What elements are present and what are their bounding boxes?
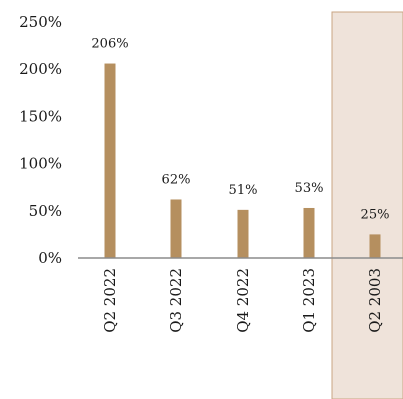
data-label: 25% <box>361 207 390 222</box>
highlight-region <box>331 11 403 399</box>
y-tick-label: 100% <box>19 155 62 173</box>
bars <box>104 63 381 259</box>
category-labels: Q2 2022 Q3 2022 Q4 2022 Q1 2023 Q2 2003 <box>101 268 384 333</box>
bar <box>237 209 249 258</box>
data-label: 51% <box>229 183 258 198</box>
data-labels: 206% 62% 51% 53% 25% <box>91 37 389 223</box>
y-tick-label: 200% <box>19 60 62 78</box>
y-axis-ticks: 0% 50% 100% 150% 200% 250% <box>19 13 62 267</box>
category-label: Q2 2003 <box>366 268 384 333</box>
y-tick-label: 250% <box>19 13 62 31</box>
category-label: Q1 2023 <box>300 268 318 333</box>
y-tick-label: 0% <box>38 249 62 267</box>
y-tick-label: 50% <box>29 202 62 220</box>
bar <box>170 199 182 258</box>
bar <box>303 207 315 258</box>
data-label: 206% <box>91 37 128 52</box>
y-tick-label: 150% <box>19 107 62 125</box>
bar <box>369 234 381 258</box>
data-label: 62% <box>162 172 191 187</box>
category-label: Q3 2022 <box>167 268 185 333</box>
category-label: Q4 2022 <box>234 268 252 333</box>
bar <box>104 63 116 259</box>
data-label: 53% <box>295 181 324 196</box>
category-label: Q2 2022 <box>101 268 119 333</box>
